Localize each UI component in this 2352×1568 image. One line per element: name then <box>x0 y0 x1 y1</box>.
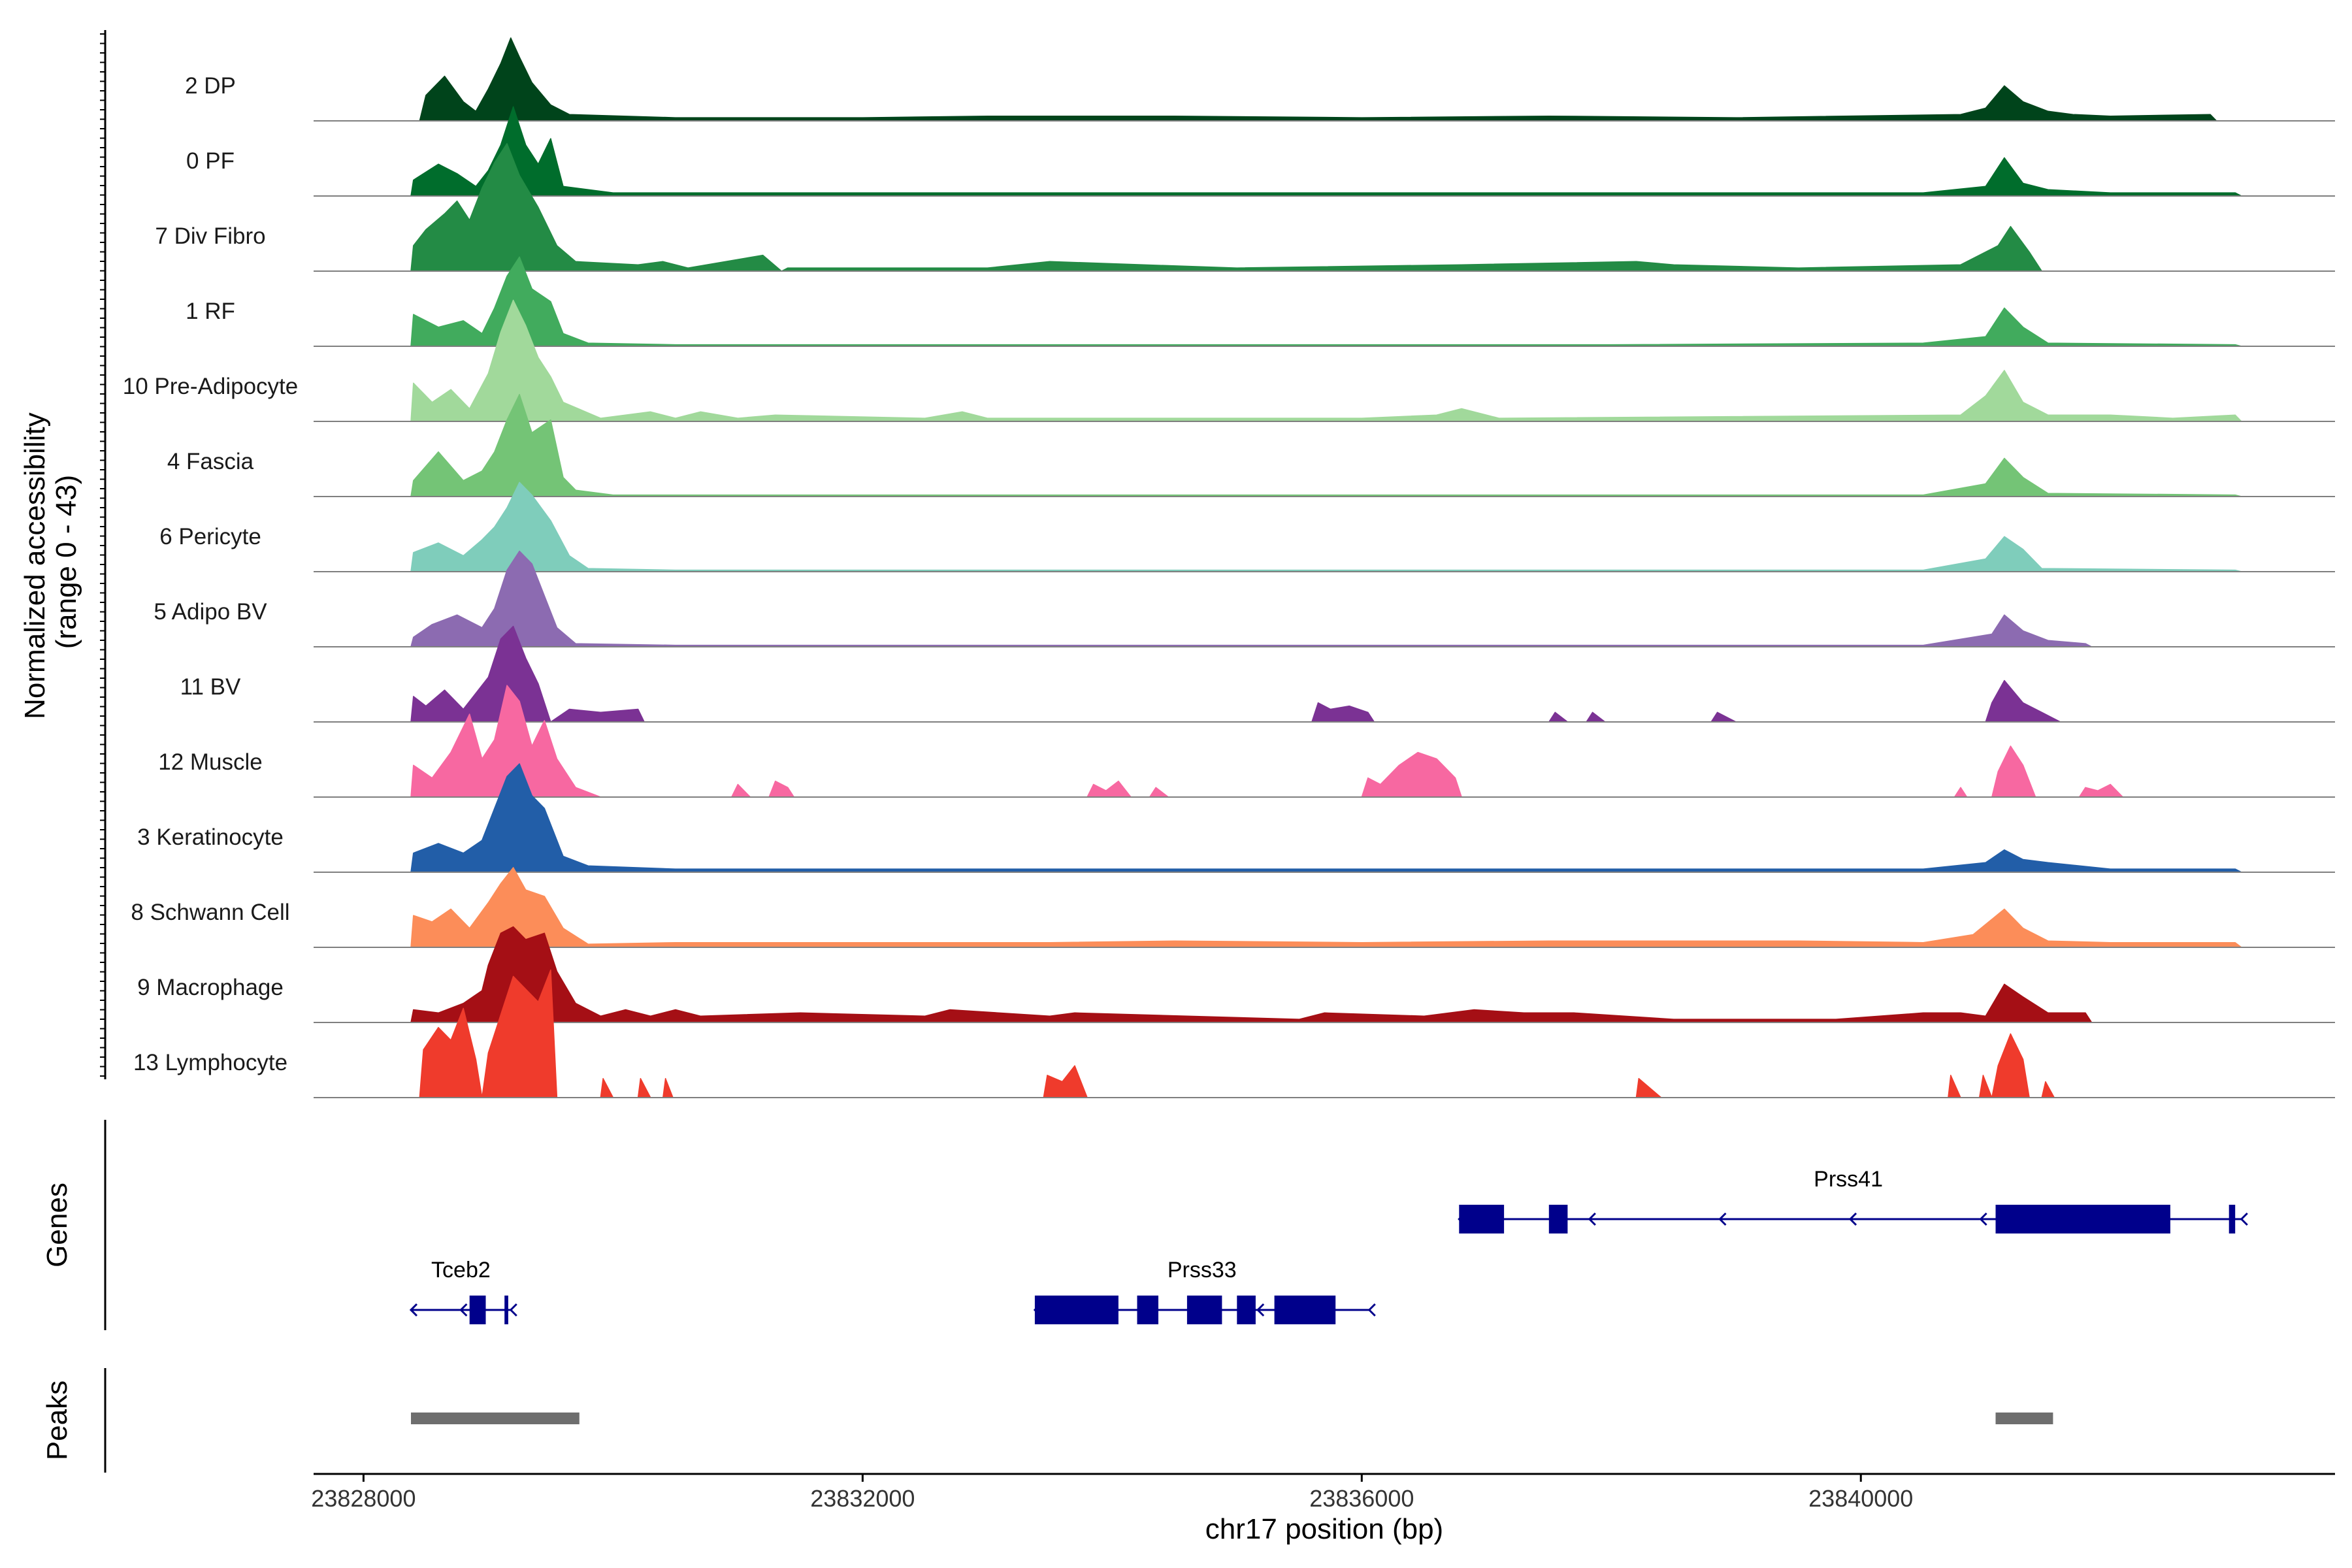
strand-arrow <box>1718 1212 1727 1226</box>
track-area-11 <box>410 867 2242 948</box>
exon-2-1 <box>1548 1205 1568 1233</box>
track-label-0: 2 DP <box>185 73 236 99</box>
strand-arrow <box>409 1303 418 1317</box>
track-label-10: 3 Keratinocyte <box>137 825 284 850</box>
peak-1 <box>1995 1413 2053 1424</box>
coverage-tracks: 2 DP 0 PF 7 Div Fibro 1 RF 10 Pre-Adipocyte 4… <box>123 37 2335 1098</box>
track-label-12: 9 Macrophage <box>137 975 284 1000</box>
track-0: 2 DP <box>185 37 2335 122</box>
peak-0 <box>411 1413 580 1424</box>
peaks-panel-label: Peaks <box>41 1380 73 1460</box>
track-area-7 <box>410 550 2093 647</box>
gene-label-0: Tceb2 <box>431 1258 491 1282</box>
exon-2-3 <box>2229 1205 2236 1233</box>
track-12: 9 Macrophage <box>137 926 2335 1023</box>
track-label-2: 7 Div Fibro <box>155 223 265 249</box>
track-label-11: 8 Schwann Cell <box>131 900 289 925</box>
y-axis-title: Normalized accessibility (range 0 - 43) <box>19 404 82 719</box>
strand-arrow <box>459 1303 468 1317</box>
track-7: 5 Adipo BV <box>154 550 2335 647</box>
track-area-1 <box>410 106 2242 197</box>
track-5: 4 Fascia <box>167 393 2335 497</box>
exon-0-0 <box>469 1296 486 1324</box>
track-9: 12 Muscle <box>158 685 2335 798</box>
gene-annotations: Tceb2 Prss33 Prss41 <box>409 1167 2248 1324</box>
track-area-2 <box>410 142 2042 272</box>
x-tick-label-2: 23836000 <box>1309 1485 1414 1512</box>
exon-1-2 <box>1186 1296 1222 1324</box>
strand-arrow <box>1848 1212 1857 1226</box>
track-label-7: 5 Adipo BV <box>154 599 267 625</box>
x-tick-label-0: 23828000 <box>311 1485 416 1512</box>
track-label-13: 13 Lymphocyte <box>133 1050 287 1075</box>
exon-1-4 <box>1274 1296 1336 1324</box>
coverage-y-axis-ticks <box>100 33 105 1077</box>
x-tick-label-1: 23832000 <box>810 1485 915 1512</box>
track-13: 13 Lymphocyte <box>133 969 2335 1098</box>
track-label-6: 6 Pericyte <box>159 524 261 549</box>
track-8: 11 BV <box>180 625 2335 723</box>
track-3: 1 RF <box>186 256 2335 347</box>
peak-annotations <box>411 1413 2053 1424</box>
x-axis-title: chr17 position (bp) <box>1205 1513 1443 1545</box>
track-6: 6 Pericyte <box>159 482 2335 572</box>
track-label-1: 0 PF <box>186 148 235 174</box>
exon-2-2 <box>1995 1205 2170 1233</box>
y-axis-title-line2: (range 0 - 43) <box>50 475 82 649</box>
track-area-4 <box>410 299 2242 422</box>
strand-arrow <box>1588 1212 1596 1226</box>
gene-prss33: Prss33 <box>1033 1258 1376 1324</box>
track-label-5: 4 Fascia <box>167 449 254 474</box>
gene-tceb2: Tceb2 <box>409 1258 517 1324</box>
track-area-10 <box>410 763 2242 873</box>
exon-1-1 <box>1137 1296 1158 1324</box>
track-label-4: 10 Pre-Adipocyte <box>123 374 298 399</box>
exon-0-1 <box>504 1296 508 1324</box>
track-10: 3 Keratinocyte <box>137 763 2335 873</box>
track-1: 0 PF <box>186 106 2335 197</box>
strand-arrow <box>1367 1303 1376 1317</box>
track-label-3: 1 RF <box>186 299 235 324</box>
exon-2-0 <box>1459 1205 1505 1233</box>
strand-arrow <box>509 1303 517 1317</box>
gene-prss41: Prss41 <box>1458 1167 2248 1233</box>
track-area-12 <box>410 926 2093 1023</box>
x-axis-ticks: 23828000 23832000 23836000 23840000 <box>311 1474 1913 1512</box>
gene-label-1: Prss33 <box>1168 1258 1237 1282</box>
track-4: 10 Pre-Adipocyte <box>123 299 2335 422</box>
track-area-5 <box>410 393 2242 497</box>
x-tick-label-3: 23840000 <box>1808 1485 1913 1512</box>
track-11: 8 Schwann Cell <box>131 867 2335 948</box>
track-label-9: 12 Muscle <box>158 749 263 775</box>
track-area-0 <box>419 37 2217 122</box>
exon-1-0 <box>1034 1296 1119 1324</box>
gene-label-2: Prss41 <box>1814 1167 1883 1192</box>
exon-1-3 <box>1237 1296 1256 1324</box>
track-area-3 <box>410 256 2242 347</box>
track-area-6 <box>410 482 2242 572</box>
track-label-8: 11 BV <box>180 674 241 700</box>
y-axis-title-line1: Normalized accessibility <box>19 412 51 719</box>
genes-panel-label: Genes <box>41 1183 73 1267</box>
strand-arrow <box>1256 1303 1265 1317</box>
strand-arrow <box>2240 1212 2248 1226</box>
strand-arrow <box>1979 1212 1987 1226</box>
track-2: 7 Div Fibro <box>155 142 2335 272</box>
